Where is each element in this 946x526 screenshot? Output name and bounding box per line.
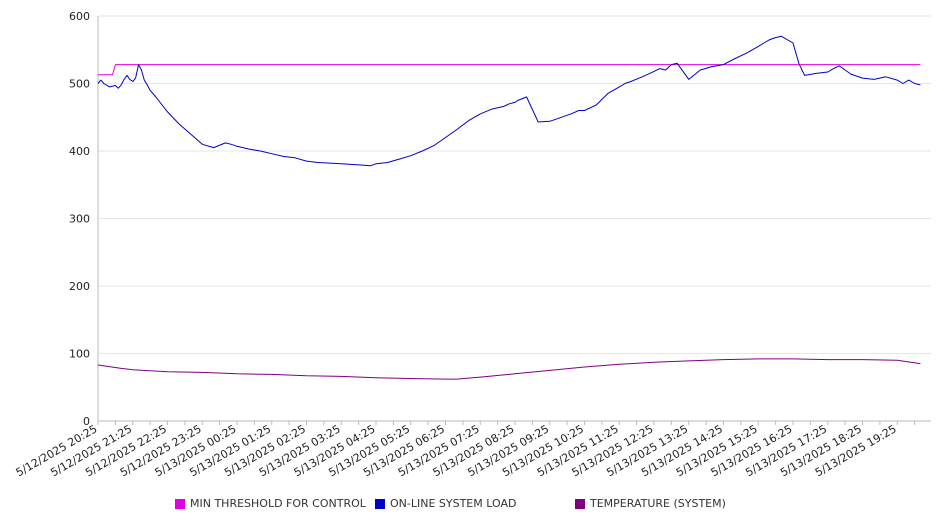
y-tick-label: 600 bbox=[69, 10, 90, 23]
legend-label-min-threshold: MIN THRESHOLD FOR CONTROL bbox=[190, 497, 366, 510]
legend-swatch-temperature bbox=[575, 498, 585, 509]
legend-item-system-load[interactable]: ON-LINE SYSTEM LOAD bbox=[375, 497, 516, 510]
series-line-on-line-system-load bbox=[97, 35, 921, 167]
grid-lines bbox=[98, 15, 931, 354]
series-line-temperature-system bbox=[97, 358, 921, 380]
y-axis-tick-labels: 0 100 200 300 400 500 600 bbox=[69, 10, 90, 428]
y-tick-label: 100 bbox=[69, 348, 90, 361]
series-line-min-threshold-for-control bbox=[98, 64, 921, 76]
y-tick-label: 400 bbox=[69, 145, 90, 158]
axes bbox=[97, 16, 931, 425]
series-lines bbox=[97, 35, 921, 380]
y-tick-label: 200 bbox=[69, 280, 90, 293]
x-axis-tick-labels: 5/12/2025 20:255/12/2025 21:255/12/2025 … bbox=[14, 422, 899, 479]
legend-swatch-min-threshold bbox=[175, 498, 185, 509]
legend-label-system-load: ON-LINE SYSTEM LOAD bbox=[390, 497, 517, 510]
y-tick-label: 0 bbox=[83, 415, 90, 428]
y-tick-label: 300 bbox=[69, 213, 90, 226]
legend-item-temperature[interactable]: TEMPERATURE (SYSTEM) bbox=[575, 497, 726, 510]
legend-swatch-system-load bbox=[375, 498, 385, 509]
legend-label-temperature: TEMPERATURE (SYSTEM) bbox=[590, 497, 726, 510]
y-tick-label: 500 bbox=[69, 78, 90, 91]
legend-item-min-threshold[interactable]: MIN THRESHOLD FOR CONTROL bbox=[175, 497, 366, 510]
legend: MIN THRESHOLD FOR CONTROL ON-LINE SYSTEM… bbox=[0, 497, 946, 515]
